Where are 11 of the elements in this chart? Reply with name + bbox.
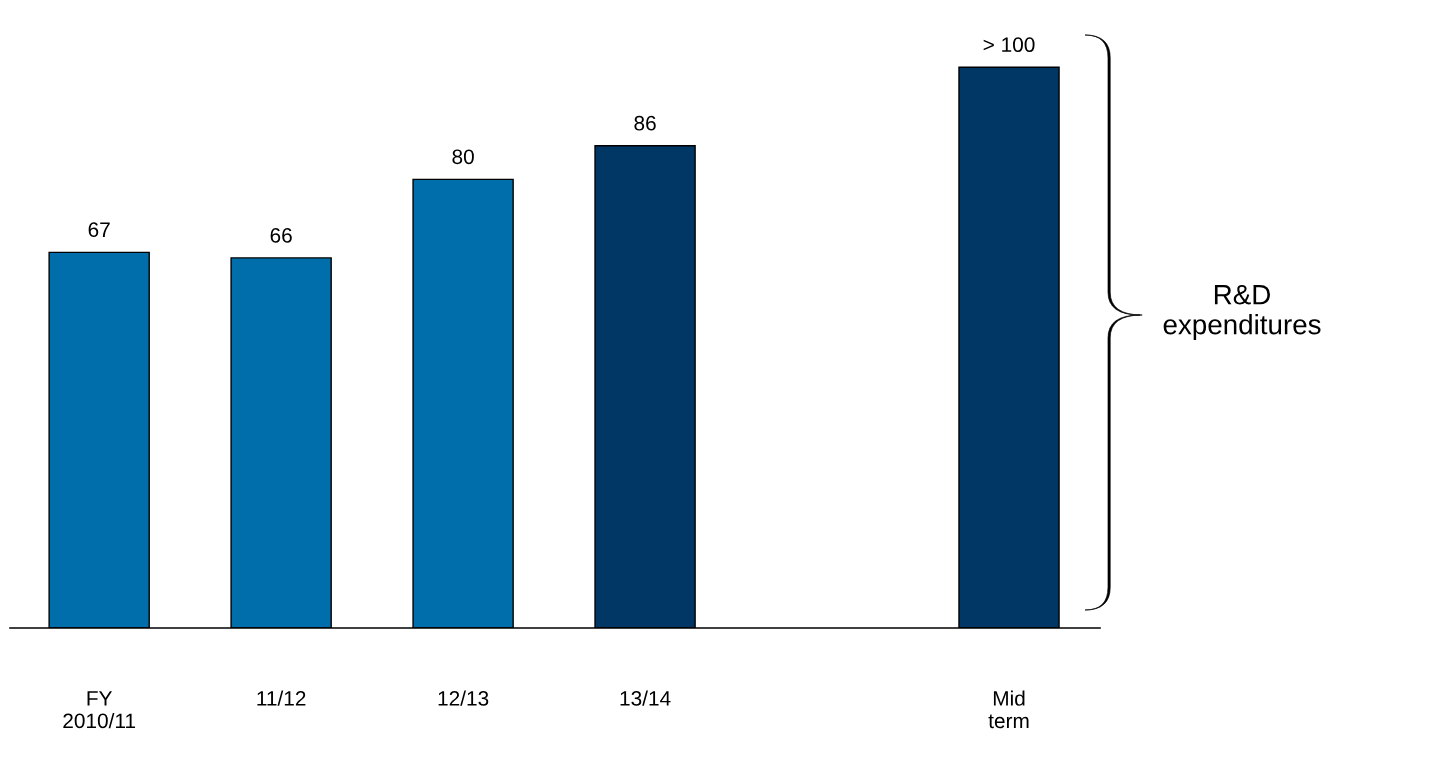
x-tick-label: 13/14: [620, 690, 671, 706]
data-label: > 100: [983, 37, 1035, 53]
data-label: 80: [452, 149, 474, 165]
data-label: 67: [88, 222, 110, 238]
x-tick-label: Mid term: [988, 690, 1029, 729]
data-label: 66: [270, 227, 292, 243]
x-tick-label: 12/13: [438, 690, 489, 706]
text: R&D expenditures: [1163, 285, 1321, 340]
x-tick-label: FY 2010/11: [63, 691, 136, 729]
x-tick-label: 11/12: [257, 690, 306, 706]
data-label: 86: [634, 115, 656, 131]
